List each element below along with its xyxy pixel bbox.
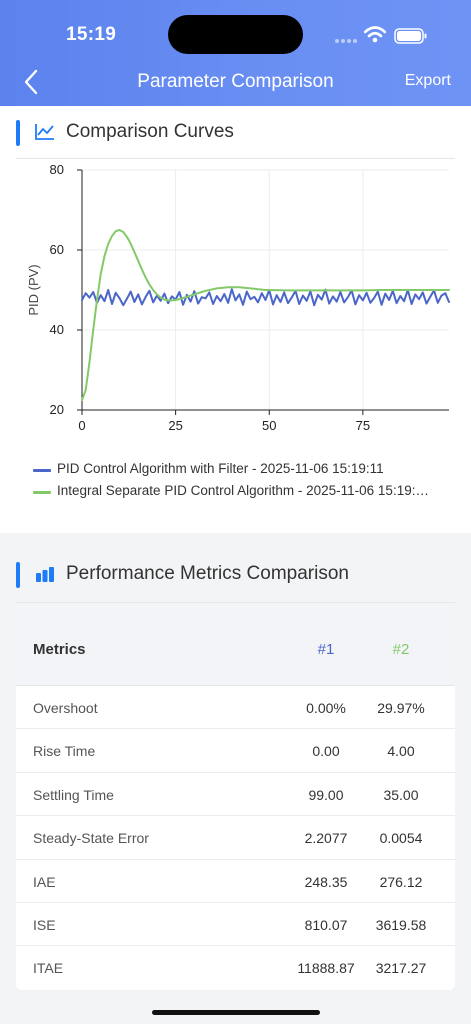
metric-value-1: 99.00 [308,786,344,803]
performance-metrics-card: Performance Metrics Comparison Metrics #… [0,548,471,993]
section-accent-bar [16,120,20,146]
metric-value-2: 35.00 [383,786,419,803]
metric-value-1: 2.2077 [304,830,348,847]
metric-name: Steady-State Error [33,830,149,847]
metric-name: Overshoot [33,700,98,716]
legend-label-series-2: Integral Separate PID Control Algorithm … [57,483,429,498]
metrics-table-header: Metrics #1 #2 [16,608,455,686]
y-axis-label: PID (PV) [26,264,41,315]
metrics-table: Metrics #1 #2 Overshoot 0.00% 29.97% Ris… [16,608,455,990]
cellular-signal-icon [335,39,357,43]
metric-name: IAE [33,873,56,890]
metric-value-1: 0.00 [312,743,340,760]
metric-value-2: 0.0054 [379,830,423,847]
header-metrics: Metrics [33,641,86,658]
header-col-1: #1 [317,641,335,658]
metric-value-2: 3619.58 [375,916,427,933]
metric-value-2: 3217.27 [375,960,427,977]
app-header: 15:19 Parameter Comparison Export [0,0,471,106]
wifi-icon [364,26,386,43]
table-row-steady-state-error: Steady-State Error 2.2077 0.0054 [16,816,455,860]
section-accent-bar [16,562,20,588]
metric-value-1: 810.07 [304,916,348,933]
metric-value-2: 29.97% [377,700,425,716]
x-tick-label-3: 75 [356,418,370,433]
section-title: Comparison Curves [66,121,234,142]
series-line-1 [81,288,450,307]
comparison-curves-header: Comparison Curves [0,106,471,158]
x-tick-label-2: 50 [262,418,276,433]
table-row-settling-time: Settling Time 99.00 35.00 [16,772,455,817]
series-line-2 [81,229,450,401]
bar-chart-icon [36,567,54,582]
table-row-ise: ISE 810.07 3619.58 [16,902,455,947]
section-divider [16,602,455,603]
page-title: Parameter Comparison [137,71,334,92]
export-button[interactable]: Export [404,72,451,89]
home-indicator[interactable] [152,1010,320,1015]
table-row-overshoot: Overshoot 0.00% 29.97% [16,686,455,730]
table-row-rise-time: Rise Time 0.00 4.00 [16,729,455,773]
metric-name: ITAE [33,960,64,977]
battery-icon [394,28,427,44]
metric-name: Rise Time [33,743,96,760]
metric-value-1: 11888.87 [297,960,355,977]
metric-name: ISE [33,916,56,933]
y-tick-label-0: 20 [50,402,64,417]
y-tick-label-1: 40 [50,322,64,337]
legend-label-series-1: PID Control Algorithm with Filter - 2025… [57,461,384,476]
legend-swatch-series-2 [33,491,51,494]
section-title: Performance Metrics Comparison [66,563,349,584]
x-tick-label-1: 25 [168,418,182,433]
metrics-section-header: Performance Metrics Comparison [0,548,471,600]
table-row-iae: IAE 248.35 276.12 [16,859,455,903]
section-divider [16,158,455,159]
metric-value-2: 4.00 [387,743,415,760]
header-col-2: #2 [392,641,410,658]
metric-value-1: 248.35 [304,873,348,890]
status-time: 15:19 [66,24,117,45]
y-tick-label-3: 80 [50,162,64,177]
dynamic-island [168,15,303,54]
y-tick-label-2: 60 [50,242,64,257]
comparison-curves-card: Comparison Curves 0 25 50 75 20 40 60 80 PID (PV… [0,106,471,533]
line-chart-icon [35,124,54,140]
table-row-itae: ITAE 11888.87 3217.27 [16,946,455,990]
legend-swatch-series-1 [33,469,51,472]
metric-name: Settling Time [33,786,114,803]
comparison-line-chart: 0 25 50 75 20 40 60 80 PID (PV) [26,162,450,433]
back-button[interactable] [16,64,48,100]
metric-value-2: 276.12 [379,873,423,890]
x-tick-label-0: 0 [78,418,85,433]
legend-item-series-1[interactable]: PID Control Algorithm with Filter - 2025… [33,460,453,480]
metric-value-1: 0.00% [306,700,346,716]
legend-item-series-2[interactable]: Integral Separate PID Control Algorithm … [33,482,453,502]
